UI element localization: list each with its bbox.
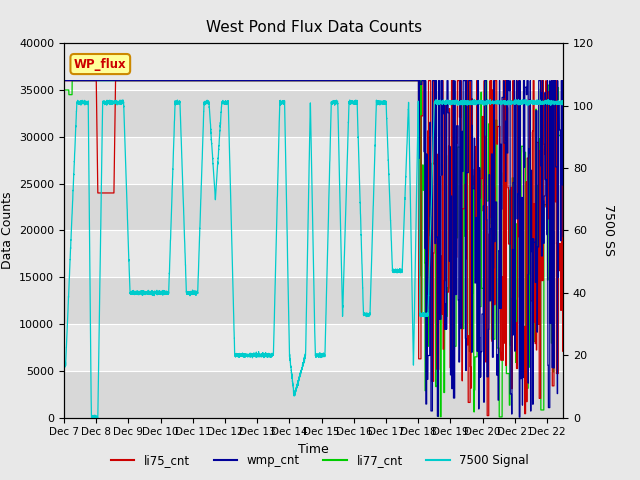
- Bar: [64, 230, 563, 277]
- Bar: [64, 277, 563, 324]
- Y-axis label: 7500 SS: 7500 SS: [602, 204, 615, 256]
- Legend: li75_cnt, wmp_cnt, li77_cnt, 7500 Signal: li75_cnt, wmp_cnt, li77_cnt, 7500 Signal: [106, 449, 534, 472]
- Bar: [64, 183, 563, 230]
- Bar: [64, 90, 563, 137]
- Y-axis label: Data Counts: Data Counts: [1, 192, 13, 269]
- X-axis label: Time: Time: [298, 443, 329, 456]
- Bar: [64, 137, 563, 184]
- Text: WP_flux: WP_flux: [74, 58, 127, 71]
- Bar: [64, 324, 563, 371]
- Title: West Pond Flux Data Counts: West Pond Flux Data Counts: [205, 20, 422, 35]
- Bar: [64, 371, 563, 418]
- Bar: [64, 43, 563, 90]
